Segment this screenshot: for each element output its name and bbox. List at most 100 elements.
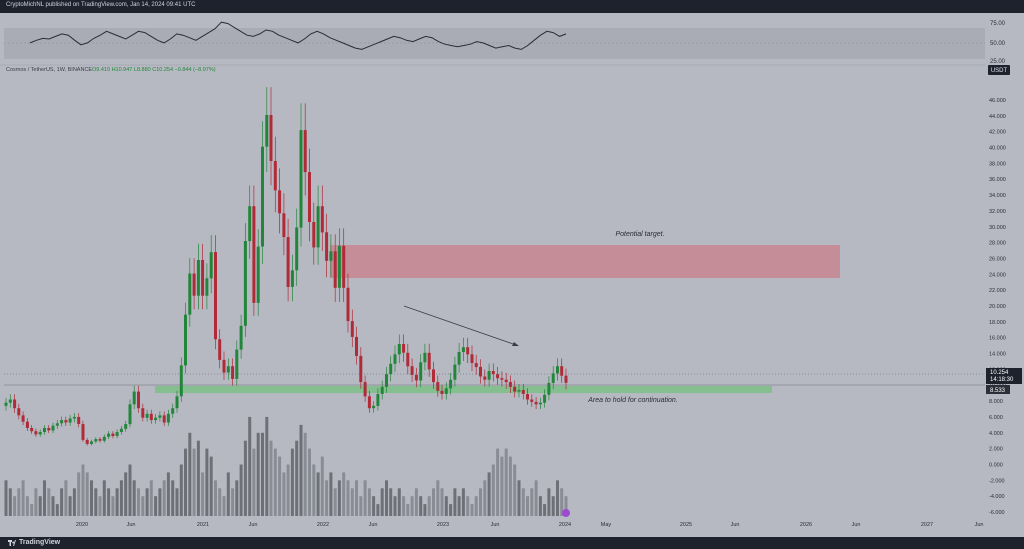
volume-bar	[102, 480, 106, 516]
volume-bar	[406, 504, 410, 516]
candle-body	[402, 344, 406, 353]
candle-body	[30, 428, 34, 432]
candle-body	[389, 363, 393, 375]
volume-bar	[363, 480, 367, 516]
volume-bar	[188, 432, 192, 516]
time-tick-label: 2027	[921, 522, 933, 528]
currency-badge[interactable]	[988, 65, 1010, 75]
candle-body	[222, 359, 226, 373]
volume-bar	[141, 496, 145, 516]
volume-bar	[500, 456, 504, 516]
price-axis[interactable]: 46.000 44.000 42.000 40.000 38.000 36.000 34.0…	[989, 98, 1006, 516]
candle-body	[188, 273, 192, 315]
volume-bar	[419, 496, 423, 516]
tradingview-logo-icon	[8, 540, 16, 546]
rsi-tick-label: 50.00	[990, 41, 1006, 47]
candle-body	[196, 260, 200, 296]
price-tick-label: 18.000	[989, 320, 1006, 326]
candle-body	[329, 251, 333, 261]
candle-body	[34, 431, 38, 435]
volume-bar	[359, 496, 363, 516]
candle-body	[564, 375, 568, 383]
target-zone[interactable]	[330, 245, 840, 278]
candle-body	[4, 402, 8, 406]
volume-bar	[436, 480, 440, 516]
volume-bar	[30, 504, 34, 516]
volume-bar	[308, 448, 311, 516]
candle-body	[466, 347, 470, 355]
volume-bar	[107, 488, 111, 516]
candle-body	[487, 371, 491, 380]
volume-bar	[564, 496, 568, 516]
volume-bar	[13, 496, 17, 516]
price-tick-label: -2.000	[989, 478, 1005, 484]
volume-bar	[192, 448, 196, 516]
price-tick-label: 28.000	[989, 241, 1006, 247]
volume-bar	[397, 488, 401, 516]
candle-body	[162, 415, 166, 423]
candle-body	[68, 418, 72, 423]
trend-arrow-line[interactable]	[403, 305, 517, 346]
support-label: Area to hold for continuation.	[587, 397, 678, 404]
candle-body	[419, 362, 423, 381]
volume-bar	[534, 480, 538, 516]
volume-bar	[402, 496, 406, 516]
volume-bar	[432, 488, 435, 516]
candle-body	[13, 399, 17, 409]
volume-bar	[491, 464, 495, 516]
candle-body	[98, 439, 102, 441]
candle-body	[453, 364, 457, 380]
time-tick-label: Jun	[127, 522, 136, 528]
candle-body	[218, 339, 222, 360]
candle-body	[149, 413, 153, 421]
event-flag-icon[interactable]	[562, 509, 570, 517]
volume-bar	[290, 448, 294, 516]
target-label: Potential target.	[615, 231, 664, 238]
candle-body	[440, 390, 444, 394]
time-tick-label: Jun	[369, 522, 378, 528]
candle-body	[333, 251, 337, 288]
candle-body	[474, 363, 478, 368]
candle-body	[350, 321, 354, 337]
candle-body	[119, 428, 123, 432]
candle-body	[201, 260, 205, 296]
candle-body	[290, 270, 294, 287]
time-tick-label: 2024	[559, 522, 571, 528]
support-zone[interactable]	[155, 386, 772, 393]
price-chart[interactable]: 75.00 50.00 25.00 Cosmos / TetherUS, 1W,…	[0, 13, 1024, 537]
price-tick-label: 8.000	[989, 399, 1003, 405]
volume-bar	[479, 488, 482, 516]
candle-body	[64, 420, 68, 423]
time-axis[interactable]: 2020 Jun 2021 Jun 2022 Jun 2023 Jun 2024 May 2025 J…	[76, 522, 984, 528]
candle-body	[269, 115, 273, 161]
volume-bar	[393, 496, 397, 516]
candle-body	[235, 349, 239, 379]
candle-body	[410, 366, 414, 375]
candle-body	[316, 206, 320, 248]
candle-body	[342, 245, 346, 288]
candle-body	[543, 394, 547, 403]
chart-svg[interactable]: 75.00 50.00 25.00 Cosmos / TetherUS, 1W,…	[0, 13, 1024, 537]
candle-body	[423, 352, 427, 363]
volume-bar	[543, 504, 547, 516]
publish-header: CryptoMichNL published on TradingView.co…	[0, 0, 1024, 13]
volume-bar	[248, 416, 252, 516]
volume-bar	[423, 504, 427, 516]
rsi-tick-label: 25.00	[990, 59, 1006, 65]
volume-bar	[154, 496, 158, 516]
volume-bar	[265, 416, 269, 516]
price-tick-label: 32.000	[989, 209, 1006, 215]
volume-bar	[410, 496, 414, 516]
price-tick-label: 14.000	[989, 352, 1006, 358]
candle-body	[55, 423, 59, 426]
volume-bar	[521, 488, 525, 516]
time-tick-label: 2020	[76, 522, 88, 528]
trend-arrow-head	[512, 342, 519, 346]
volume-bar	[239, 464, 243, 516]
price-tick-label: 40.000	[989, 146, 1006, 152]
time-tick-label: Jun	[491, 522, 500, 528]
candle-body	[372, 405, 376, 409]
candle-body	[25, 421, 29, 428]
price-tick-label: 44.000	[989, 114, 1006, 120]
volume-bar	[184, 448, 187, 516]
